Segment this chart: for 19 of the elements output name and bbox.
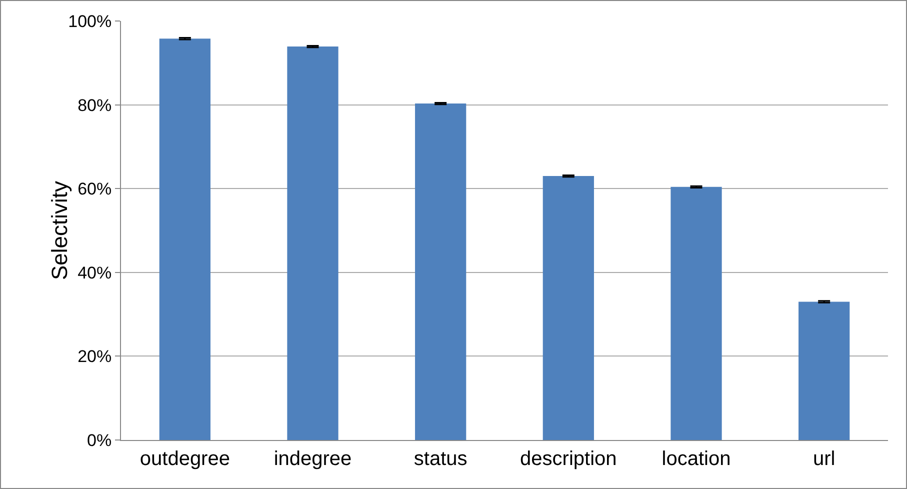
y-tick-label: 100% xyxy=(68,12,112,31)
bar xyxy=(670,186,722,440)
x-tick-label: description xyxy=(520,448,617,470)
x-tick-label: indegree xyxy=(274,448,352,470)
x-tick-label: location xyxy=(662,448,731,470)
y-tick-label: 40% xyxy=(78,263,112,282)
y-tick-label: 60% xyxy=(78,180,112,199)
y-tick-label: 0% xyxy=(87,430,112,450)
y-axis-title: Selectivity xyxy=(47,180,72,280)
bar xyxy=(287,46,338,440)
bar xyxy=(159,38,210,440)
x-tick-label: url xyxy=(812,448,836,470)
bar xyxy=(415,104,466,440)
y-tick-label: 80% xyxy=(78,96,112,115)
x-tick-label: outdegree xyxy=(140,448,230,470)
y-tick-label: 20% xyxy=(78,347,112,366)
x-tick-label: status xyxy=(414,448,468,470)
bar xyxy=(798,302,850,440)
bar xyxy=(542,176,594,440)
